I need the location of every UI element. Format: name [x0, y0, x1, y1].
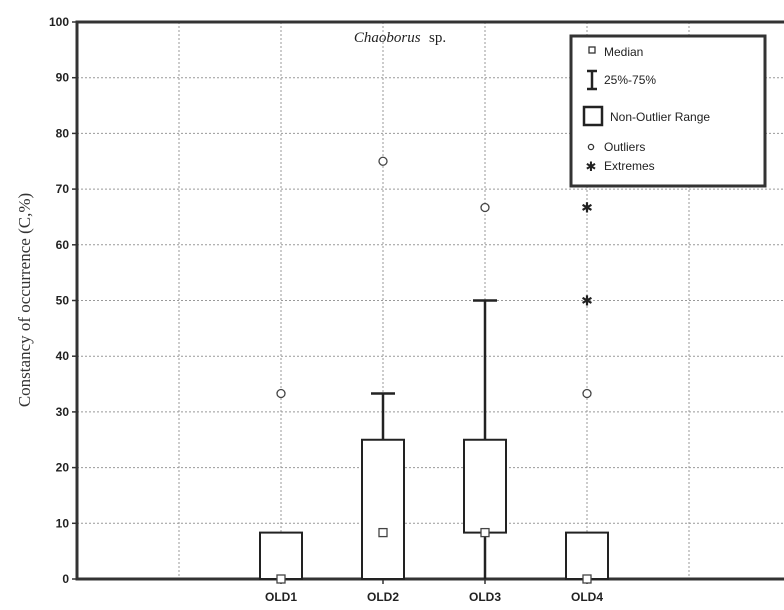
extreme-point: ✱: [581, 293, 593, 309]
chart-title: Chaoborus: [354, 30, 421, 46]
legend-range-icon: [582, 105, 604, 127]
legend-extreme-icon: ✱: [586, 159, 597, 174]
y-tick-label: 50: [56, 294, 70, 308]
legend-iqr-label: 25%-75%: [604, 73, 656, 87]
y-tick-label: 60: [56, 238, 70, 252]
y-tick-label: 80: [56, 126, 70, 140]
iqr-box: [463, 438, 507, 534]
y-tick-label: 10: [56, 516, 70, 530]
legend: Median 25%-75% Non-Outlier Range Outlier…: [569, 34, 767, 188]
extreme-point: ✱: [581, 199, 593, 215]
median-marker: [582, 574, 592, 584]
box-old4: ✱✱: [565, 199, 609, 584]
x-tick-label: OLD1: [265, 590, 297, 604]
outlier-point: [276, 388, 286, 399]
median-marker: [378, 527, 388, 538]
legend-outlier-label: Outliers: [604, 140, 645, 154]
outlier-point: [582, 388, 592, 399]
legend-outlier-icon: [587, 143, 595, 151]
y-tick-label: 30: [56, 405, 70, 419]
legend-frame: [569, 34, 767, 188]
y-tick-label: 100: [49, 15, 69, 29]
x-tick-label: OLD2: [367, 590, 399, 604]
y-tick-label: 90: [56, 71, 70, 85]
box-old3: [463, 202, 507, 579]
box-old2: [361, 156, 405, 580]
chart-title-suffix: sp.: [429, 30, 446, 46]
x-tick-label: OLD3: [469, 590, 501, 604]
legend-extreme-label: Extremes: [604, 159, 655, 173]
y-tick-label: 20: [56, 461, 70, 475]
outlier-point: [378, 156, 388, 166]
box-old1: [259, 388, 303, 584]
iqr-box: [565, 531, 609, 581]
x-axis-labels: OLD1 OLD2 OLD3 OLD4: [265, 579, 603, 604]
y-axis-label: Constancy of occurrence (C,%): [15, 193, 34, 407]
legend-range-label: Non-Outlier Range: [610, 110, 710, 124]
iqr-box: [361, 438, 405, 580]
legend-median-label: Median: [604, 45, 643, 59]
median-marker: [480, 527, 490, 538]
legend-iqr-icon: [587, 69, 597, 91]
iqr-box: [259, 531, 303, 581]
y-tick-label: 0: [62, 572, 69, 586]
outlier-point: [480, 202, 490, 213]
legend-median-icon: [588, 46, 596, 54]
box-series: ✱✱: [259, 156, 609, 584]
y-tick-label: 70: [56, 182, 70, 196]
y-axis-ticks: 0 10 20 30 40 50 60 70 80 90 100: [49, 15, 77, 586]
y-tick-label: 40: [56, 349, 70, 363]
chart-title-group: Chaoborus sp.: [354, 29, 446, 46]
x-tick-label: OLD4: [571, 590, 603, 604]
median-marker: [276, 574, 286, 584]
